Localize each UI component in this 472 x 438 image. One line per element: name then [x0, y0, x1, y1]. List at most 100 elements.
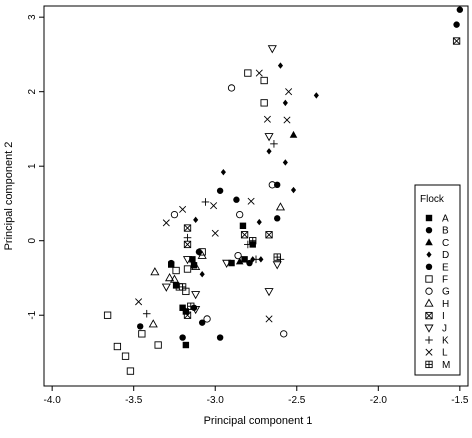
point-flock-d-6	[290, 186, 297, 194]
legend-label-i: I	[442, 311, 445, 322]
point-flock-l-3	[285, 88, 293, 96]
x-tick-label: -3.5	[125, 395, 143, 406]
x-axis-label: Principal component 1	[204, 415, 313, 427]
point-flock-f-8	[260, 76, 268, 85]
point-flock-j-1	[264, 133, 274, 142]
point-flock-a-0	[179, 304, 186, 311]
point-flock-g-0	[227, 84, 236, 92]
point-flock-h-0	[150, 267, 160, 276]
point-flock-a-5	[182, 341, 190, 349]
legend-marker-m	[425, 360, 433, 369]
point-flock-d-5	[220, 168, 226, 176]
point-flock-l-0	[255, 69, 263, 77]
y-tick-label: 1	[27, 163, 38, 169]
point-flock-b-1	[456, 6, 464, 13]
x-tick-label: -4.0	[44, 395, 62, 406]
legend-marker-b	[425, 227, 433, 234]
point-flock-h-3	[169, 274, 180, 283]
x-tick-label: -3.0	[207, 395, 225, 406]
point-flock-l-9	[135, 298, 143, 306]
point-flock-d-0	[277, 62, 284, 69]
point-flock-d-2	[313, 92, 319, 99]
legend-label-k: K	[442, 336, 449, 347]
point-flock-a-7	[241, 256, 248, 263]
point-flock-m-1	[273, 253, 281, 261]
y-tick-label: -1	[27, 310, 38, 319]
point-flock-c-1	[235, 257, 244, 265]
point-flock-m-3	[187, 302, 195, 310]
point-flock-g-4	[280, 330, 288, 338]
x-axis: -4.0 -3.5 -3.0 -2.5 -2.0 -1.5	[44, 386, 469, 406]
point-flock-e-1	[274, 215, 281, 222]
legend-marker-l	[425, 348, 433, 356]
point-flock-i-3	[265, 231, 273, 239]
point-flock-k-1	[201, 198, 210, 206]
legend-marker-a	[425, 214, 433, 222]
point-flock-k-4	[252, 255, 260, 264]
y-tick-label: 3	[27, 14, 38, 20]
point-flock-d-11	[199, 271, 205, 278]
point-flock-l-10	[265, 315, 273, 323]
legend-label-a: A	[442, 214, 449, 225]
point-flock-h-4	[197, 250, 207, 259]
point-flock-d-12	[181, 306, 187, 313]
legend-marker-k	[425, 336, 433, 344]
legend-label-f: F	[442, 275, 448, 286]
point-flock-i-1	[183, 224, 192, 232]
legend-label-b: B	[442, 226, 449, 237]
y-tick-label: 2	[27, 88, 38, 94]
point-flock-g-3	[234, 251, 242, 260]
point-flock-e-2	[168, 259, 175, 267]
point-flock-f-13	[198, 248, 206, 256]
point-flock-b-7	[179, 334, 186, 341]
point-flock-k-2	[142, 309, 151, 318]
y-tick-label: 0	[27, 237, 38, 243]
point-flock-f-11	[172, 266, 180, 275]
point-flock-a-10	[249, 241, 256, 248]
point-flock-b-4	[246, 259, 253, 267]
point-flock-g-1	[268, 181, 276, 189]
point-flock-j-6	[182, 256, 193, 265]
point-flock-b-3	[274, 181, 281, 189]
plot-frame	[43, 5, 469, 387]
point-flock-i-2	[240, 231, 249, 239]
point-flock-d-10	[258, 256, 264, 263]
legend-marker-h	[424, 298, 434, 307]
legend-label-d: D	[442, 250, 449, 261]
point-flock-d-4	[282, 159, 288, 166]
legend-marker-e	[425, 263, 433, 270]
point-flock-j-0	[267, 45, 277, 54]
point-flock-j-8	[222, 259, 232, 268]
point-flock-d-7	[193, 216, 199, 224]
legend-marker-d	[426, 251, 432, 258]
point-flock-i-4	[183, 240, 192, 249]
point-flock-l-2	[283, 116, 291, 124]
point-flock-m-0	[249, 237, 257, 245]
point-flock-f-0	[103, 311, 112, 319]
point-flock-i-0	[452, 37, 461, 45]
legend-label-m: M	[442, 360, 450, 371]
point-flock-b-2	[216, 187, 224, 194]
point-flock-l-6	[210, 202, 218, 210]
legend-label-l: L	[442, 348, 448, 359]
point-flock-k-0	[270, 140, 278, 148]
legend-marker-i	[425, 311, 433, 320]
point-flock-f-3	[126, 367, 135, 375]
y-axis: -1 0 1 2 3	[27, 14, 44, 320]
data-points	[103, 6, 464, 375]
point-flock-b-8	[198, 319, 206, 326]
point-flock-j-7	[264, 288, 274, 297]
point-flock-k-3	[183, 233, 192, 242]
point-flock-g-6	[203, 315, 211, 323]
legend-label-j: J	[442, 323, 447, 334]
legend-marker-j	[424, 324, 434, 333]
point-flock-j-5	[272, 261, 282, 270]
point-flock-a-9	[239, 222, 247, 230]
point-flock-l-4	[179, 205, 187, 213]
legend-marker-c	[425, 238, 433, 246]
point-flock-l-8	[162, 219, 170, 227]
x-tick-label: -1.5	[451, 395, 469, 406]
legend-marker-g	[425, 287, 433, 295]
point-flock-j-3	[191, 291, 201, 300]
